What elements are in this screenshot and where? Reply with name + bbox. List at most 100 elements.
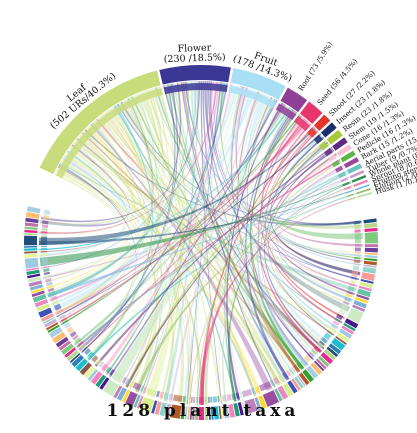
taxon-arc [187,406,190,420]
taxon-arc [61,343,74,355]
chord-ribbon [39,180,352,267]
taxon-arc [356,294,370,301]
taxon-arc [364,244,378,248]
taxon-inner-arc [41,236,48,246]
taxon-inner-arc [145,387,157,397]
taxon-inner-arc [328,326,336,334]
taxon-inner-arc [231,393,237,400]
organ-inner-arc [324,148,333,157]
taxon-arc [83,365,96,379]
taxon-arc [64,347,77,358]
organ-inner-arc [345,190,353,194]
organ-inner-arc [337,171,346,179]
organ-inner-arc [228,85,278,109]
taxon-arc [210,406,214,420]
taxon-arc [213,406,220,420]
taxon-inner-arc [277,374,285,382]
taxon-arc [363,218,377,224]
taxon-inner-arc [142,386,147,393]
organ-label: Flower(230 /18.5%) [163,42,226,65]
taxon-inner-arc [105,366,112,374]
taxon-arc [90,371,103,385]
taxon-arc [277,385,289,400]
taxon-arc [24,248,38,251]
taxon-arc [23,235,38,246]
taxon-arc [30,287,44,294]
organ-arc [340,150,356,163]
organ-inner-arc [55,87,164,179]
taxon-arc [139,396,155,413]
taxon-arc [25,267,40,271]
taxon-arc [254,397,262,411]
taxon-inner-arc [323,332,332,341]
taxon-inner-arc [344,296,352,303]
taxon-arc [116,387,127,401]
chord-ribbon [267,153,337,336]
taxon-inner-arc [226,394,232,401]
taxon-inner-arc [41,245,48,248]
taxon-inner-arc [354,257,361,260]
chord-ribbon [245,93,358,287]
chord-ribbon [204,81,350,312]
taxon-arc [192,406,195,420]
taxon-arc [99,377,110,390]
taxon-inner-arc [168,393,174,401]
taxon-arc [282,382,294,397]
taxon-inner-arc [288,368,294,375]
taxon-arc [257,395,267,409]
chord-ribbon [272,177,350,330]
taxon-arc [357,288,371,298]
taxon-arc [170,404,182,419]
taxon-inner-arc [43,271,51,276]
chord-ribbon [186,82,222,405]
taxon-arc [154,401,162,415]
taxon-inner-arc [63,321,72,329]
organ-arc [356,188,371,195]
chord-ribbon [134,94,257,397]
taxon-arc [323,349,336,361]
taxa-arc-layer [23,206,378,421]
taxon-arc [25,217,39,224]
taxon-arc [335,335,347,345]
taxon-arc [344,318,359,329]
organ-inner-arc [319,141,329,151]
taxon-inner-arc [350,276,358,280]
taxa-label-layer: 128 plant taxa [107,401,296,421]
taxon-arc [48,326,63,339]
taxon-arc [306,365,319,379]
taxon-arc [69,353,81,364]
taxon-inner-arc [58,312,65,317]
taxon-inner-arc [313,345,321,353]
taxon-inner-arc [354,244,361,247]
organ-inner-arc [346,193,354,198]
taxon-arc [31,290,45,298]
taxon-inner-arc [308,351,315,358]
taxon-inner-arc [42,214,50,221]
taxon-arc [38,307,53,318]
taxon-arc [25,211,40,219]
taxon-inner-arc [272,376,280,385]
taxon-arc [24,226,38,230]
taxon-arc [184,406,188,420]
taxon-inner-arc [129,380,135,388]
taxon-inner-arc [48,290,56,297]
taxon-inner-arc [316,342,323,349]
taxon-arc [24,233,38,236]
taxon-inner-arc [292,364,300,372]
taxon-inner-arc [159,391,165,399]
taxon-inner-arc [52,299,60,306]
taxon-inner-arc [318,340,325,346]
taxon-inner-arc [43,209,51,216]
taxon-inner-arc [41,231,48,234]
taxon-arc [363,264,377,268]
taxon-arc [28,280,43,287]
taxon-inner-arc [112,371,125,382]
taxon-inner-arc [285,370,292,377]
chord-ribbon [257,123,322,353]
organ-inner-arc [342,181,350,187]
chord-ribbon [189,172,348,405]
taxon-inner-arc [62,319,69,325]
taxon-inner-arc [109,369,115,376]
taxon-arc [46,322,59,331]
taxon-inner-arc [82,346,88,352]
